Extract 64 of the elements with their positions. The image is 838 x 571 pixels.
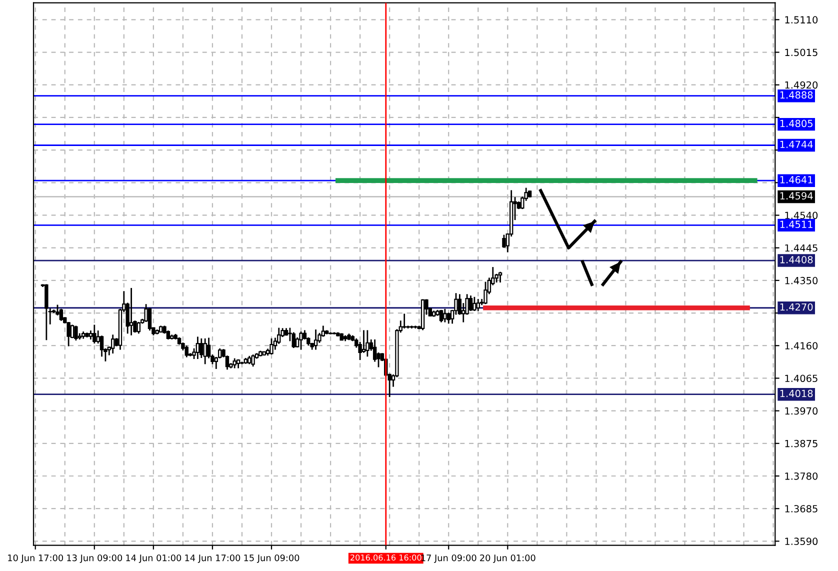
x-tick-label: 2016.06.16 16:00 <box>350 554 422 561</box>
candlestick <box>44 284 48 341</box>
y-tick-label: 1.3875 <box>785 440 818 448</box>
ref-line-label: 1.4888 <box>780 91 813 99</box>
candlestick <box>498 271 502 284</box>
candlestick <box>314 328 318 350</box>
candlestick <box>462 302 466 323</box>
ref-line-label: 1.4018 <box>780 390 813 398</box>
y-tick-label: 1.5110 <box>785 16 818 24</box>
y-tick-label: 1.4160 <box>785 342 818 350</box>
candlestick <box>148 307 152 332</box>
x-tick-label: 14 Jun 17:00 <box>185 554 240 563</box>
y-tick-label: 1.4065 <box>785 374 818 382</box>
ref-line-label: 1.4408 <box>780 256 813 264</box>
candlestick <box>446 312 450 324</box>
x-tick-label: 13 Jun 09:00 <box>67 554 122 563</box>
candlestick <box>59 308 64 322</box>
candlestick <box>472 296 476 312</box>
ref-line-label: 1.4744 <box>780 140 813 148</box>
candlestick <box>100 334 104 358</box>
y-tick-label: 1.3685 <box>785 505 818 512</box>
candlestick <box>196 336 200 360</box>
candlestick <box>476 298 480 312</box>
candlestick <box>74 325 78 342</box>
x-tick-label: 14 Jun 01:00 <box>126 554 182 563</box>
candlestick <box>203 338 207 365</box>
candlestick <box>484 281 488 305</box>
candlestick <box>111 334 115 354</box>
x-tick-label: 15 Jun 09:00 <box>244 554 300 563</box>
x-tick-label: 10 Jun 17:00 <box>8 554 64 563</box>
y-tick-label: 1.4445 <box>785 244 818 252</box>
candlestick <box>200 338 204 359</box>
y-tick-label: 1.5015 <box>785 48 818 56</box>
candlestick <box>66 321 70 347</box>
y-tick-label: 1.3780 <box>785 472 818 480</box>
candlestick <box>292 332 296 349</box>
candlestick <box>299 330 303 350</box>
y-tick-label: 1.3970 <box>785 407 818 415</box>
y-tick-label: 1.4350 <box>785 276 818 284</box>
x-tick-label: 20 Jun 01:00 <box>480 554 536 563</box>
candlestick <box>270 338 274 356</box>
candlestick <box>129 287 134 336</box>
candlestick <box>366 329 370 358</box>
candlestick <box>232 358 236 369</box>
ref-line-label: 1.4270 <box>780 303 813 311</box>
candlestick <box>468 294 473 312</box>
candlestick <box>443 308 447 323</box>
candlestick <box>251 354 255 368</box>
candlestick <box>56 304 60 316</box>
candlestick <box>92 324 96 344</box>
ref-line-label: 1.4805 <box>780 120 812 128</box>
candlestick <box>402 313 406 330</box>
candlestick <box>362 329 366 354</box>
ref-line-label: 1.4594 <box>780 192 813 200</box>
candlestick <box>136 321 141 334</box>
y-tick-label: 1.3590 <box>785 538 818 546</box>
y-tick-label: 1.4540 <box>785 212 818 220</box>
candlestick <box>184 344 188 358</box>
y-tick-label: 1.4920 <box>785 81 818 89</box>
ref-line-label: 1.4511 <box>780 220 812 228</box>
candlestick <box>439 309 444 323</box>
ref-line-label: 1.4641 <box>780 176 812 184</box>
candlestick <box>502 234 506 249</box>
candlestick <box>454 292 458 316</box>
